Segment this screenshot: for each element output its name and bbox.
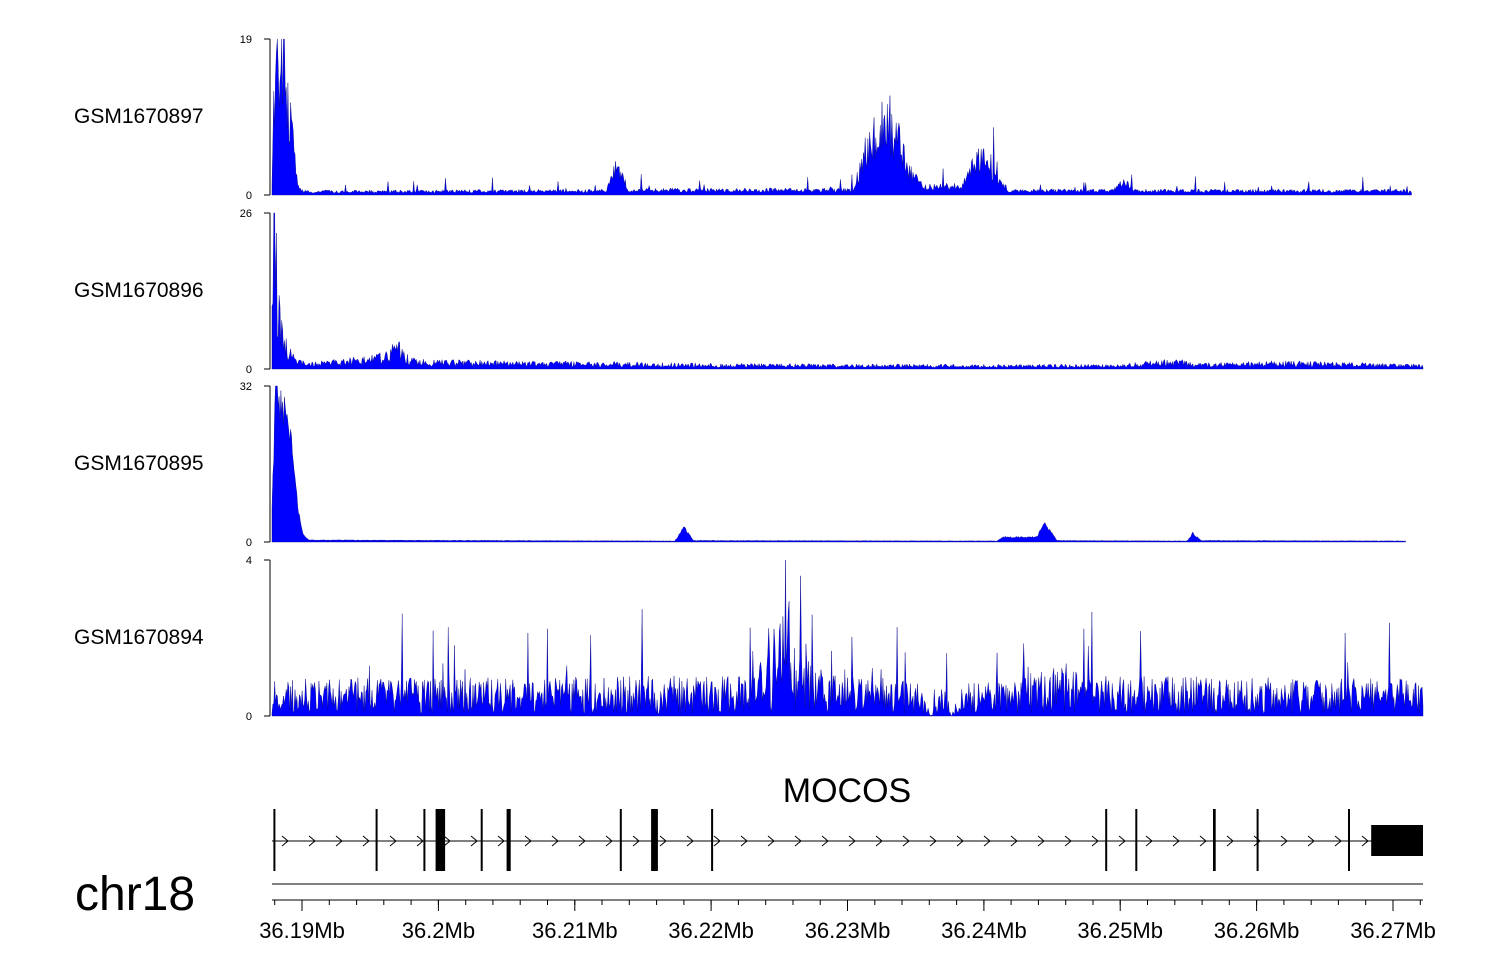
strand-arrow bbox=[1010, 835, 1018, 847]
gene-exon bbox=[375, 809, 378, 871]
gene-exon bbox=[423, 809, 426, 871]
gene-model bbox=[272, 809, 1423, 871]
strand-arrow bbox=[524, 835, 532, 847]
strand-arrow bbox=[1091, 835, 1099, 847]
coverage-track: GSM1670896 26 0 bbox=[74, 208, 1424, 376]
x-tick-label: 36.27Mb bbox=[1350, 918, 1436, 943]
strand-arrow bbox=[1253, 835, 1261, 847]
gene-exon bbox=[1256, 809, 1259, 871]
strand-arrow bbox=[308, 835, 316, 847]
gene-exon bbox=[506, 809, 511, 871]
gene-exon bbox=[480, 809, 483, 871]
strand-arrow bbox=[794, 835, 802, 847]
strand-arrow bbox=[1361, 835, 1369, 847]
strand-arrow bbox=[956, 835, 964, 847]
gene-exon bbox=[619, 809, 622, 871]
strand-arrow bbox=[416, 835, 424, 847]
strand-arrow bbox=[1226, 835, 1234, 847]
y-max-label: 4 bbox=[246, 555, 252, 567]
gene-exon bbox=[711, 809, 714, 871]
strand-arrow bbox=[929, 835, 937, 847]
y-min-label: 0 bbox=[246, 537, 252, 549]
x-tick-label: 36.24Mb bbox=[941, 918, 1027, 943]
y-min-label: 0 bbox=[246, 711, 252, 723]
x-tick-label: 36.2Mb bbox=[402, 918, 475, 943]
strand-arrow bbox=[578, 835, 586, 847]
strand-arrow bbox=[848, 835, 856, 847]
strand-arrow bbox=[362, 835, 370, 847]
x-tick-label: 36.22Mb bbox=[668, 918, 754, 943]
strand-arrow bbox=[389, 835, 397, 847]
coverage-area bbox=[271, 559, 1424, 717]
strand-arrow bbox=[497, 835, 505, 847]
gene-exon bbox=[1371, 825, 1423, 856]
strand-arrow bbox=[1145, 835, 1153, 847]
x-tick-label: 36.21Mb bbox=[532, 918, 618, 943]
strand-arrow bbox=[632, 835, 640, 847]
strand-arrow bbox=[605, 835, 613, 847]
track-label: GSM1670895 bbox=[74, 452, 204, 475]
strand-arrow bbox=[1199, 835, 1207, 847]
coverage-track: GSM1670897 19 0 bbox=[74, 34, 1412, 202]
strand-arrow bbox=[767, 835, 775, 847]
track-label: GSM1670896 bbox=[74, 279, 204, 302]
strand-arrow bbox=[902, 835, 910, 847]
strand-arrow bbox=[686, 835, 694, 847]
strand-arrow bbox=[713, 835, 721, 847]
gene-exon bbox=[1135, 809, 1138, 871]
y-min-label: 0 bbox=[246, 364, 252, 376]
strand-arrow bbox=[551, 835, 559, 847]
coverage-area bbox=[271, 385, 1406, 543]
gene-exon bbox=[651, 809, 658, 871]
gene-exon bbox=[1105, 809, 1108, 871]
y-min-label: 0 bbox=[246, 190, 252, 202]
gene-exon bbox=[435, 809, 446, 871]
gene-exon bbox=[273, 809, 276, 871]
x-tick-label: 36.26Mb bbox=[1214, 918, 1300, 943]
coverage-tracks: GSM1670897190GSM1670896260GSM1670895320G… bbox=[74, 34, 1424, 723]
strand-arrow bbox=[983, 835, 991, 847]
strand-arrow bbox=[740, 835, 748, 847]
strand-arrow bbox=[1334, 835, 1342, 847]
y-max-label: 19 bbox=[240, 34, 252, 46]
strand-arrow bbox=[659, 835, 667, 847]
genomic-axis: 36.19Mb 36.2Mb 36.21Mb 36.22Mb 36.23Mb 36.24M… bbox=[259, 883, 1436, 943]
gene-exon bbox=[1213, 809, 1216, 871]
chromosome-label: chr18 bbox=[75, 868, 195, 921]
x-tick-label: 36.19Mb bbox=[259, 918, 345, 943]
coverage-area bbox=[271, 212, 1424, 370]
strand-arrow bbox=[1307, 835, 1315, 847]
y-max-label: 32 bbox=[240, 381, 252, 393]
strand-arrow bbox=[335, 835, 343, 847]
strand-arrow bbox=[281, 835, 289, 847]
gene-name-label: MOCOS bbox=[783, 772, 911, 810]
y-max-label: 26 bbox=[240, 208, 252, 220]
strand-arrow bbox=[875, 835, 883, 847]
coverage-area bbox=[271, 38, 1412, 196]
x-tick-label: 36.23Mb bbox=[805, 918, 891, 943]
strand-arrow bbox=[1172, 835, 1180, 847]
gene-exon bbox=[1348, 809, 1350, 871]
strand-arrow bbox=[1064, 835, 1072, 847]
strand-arrow bbox=[1280, 835, 1288, 847]
track-label: GSM1670894 bbox=[74, 626, 204, 649]
track-label: GSM1670897 bbox=[74, 105, 204, 128]
x-tick-label: 36.25Mb bbox=[1077, 918, 1163, 943]
coverage-track: GSM1670895 32 0 bbox=[74, 381, 1406, 549]
strand-arrow bbox=[1037, 835, 1045, 847]
strand-arrow bbox=[443, 835, 451, 847]
coverage-track: GSM1670894 4 0 bbox=[74, 555, 1424, 723]
strand-arrow bbox=[1118, 835, 1126, 847]
strand-arrow bbox=[470, 835, 478, 847]
strand-arrow bbox=[821, 835, 829, 847]
